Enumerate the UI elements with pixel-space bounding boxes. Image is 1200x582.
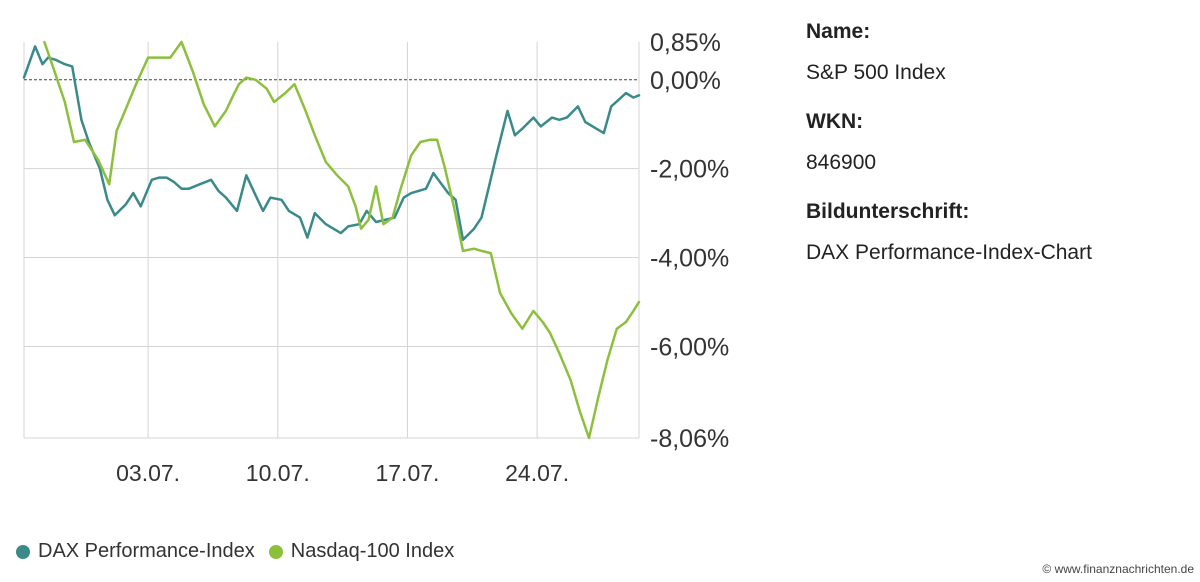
y-tick-label: -6,00% <box>650 333 729 361</box>
x-tick-label: 24.07. <box>505 460 569 486</box>
y-tick-label: 0,85% <box>650 29 721 57</box>
wkn-label: WKN: <box>806 110 864 133</box>
legend-dot-nasdaq-icon <box>268 544 283 559</box>
legend-label-nasdaq: Nasdaq-100 Index <box>290 540 455 562</box>
series-line-dax <box>22 45 641 242</box>
x-axis-ticks: 03.07. 10.07. 17.07. 24.07. <box>116 460 569 486</box>
series-line-nasdaq <box>43 40 641 440</box>
y-tick-label: -2,00% <box>650 156 729 184</box>
legend-item-dax[interactable]: DAX Performance-Index <box>16 540 255 563</box>
line-chart: 0,85% 0,00% -2,00% -4,00% -6,00% -8,06% 03.07… <box>22 29 729 486</box>
wkn-value: 846900 <box>806 151 877 174</box>
y-axis-ticks: 0,85% 0,00% -2,00% -4,00% -6,00% -8,06% <box>650 29 729 453</box>
watermark: © www.finanznachrichten.de <box>1042 562 1194 576</box>
legend-item-nasdaq[interactable]: Nasdaq-100 Index <box>268 540 455 563</box>
chart-grid <box>23 42 640 439</box>
caption-label: Bildunterschrift: <box>806 200 970 223</box>
legend-dot-dax-icon <box>16 544 30 559</box>
x-tick-label: 10.07. <box>246 460 310 486</box>
x-tick-label: 03.07. <box>116 460 180 486</box>
name-value: S&P 500 Index <box>806 61 946 84</box>
x-tick-label: 17.07. <box>375 460 439 486</box>
y-tick-label: -8,06% <box>650 425 729 453</box>
legend-label-dax: DAX Performance-Index <box>38 540 255 562</box>
y-tick-label: -4,00% <box>650 245 729 273</box>
chart-legend: DAX Performance-Index Nasdaq-100 Index <box>16 540 468 563</box>
chart-series <box>22 40 641 440</box>
caption-value: DAX Performance-Index-Chart <box>806 241 1092 264</box>
info-panel: Name: S&P 500 Index WKN: 846900 Bildunte… <box>806 18 1186 288</box>
name-label: Name: <box>806 20 871 43</box>
y-tick-label: 0,00% <box>650 67 721 95</box>
